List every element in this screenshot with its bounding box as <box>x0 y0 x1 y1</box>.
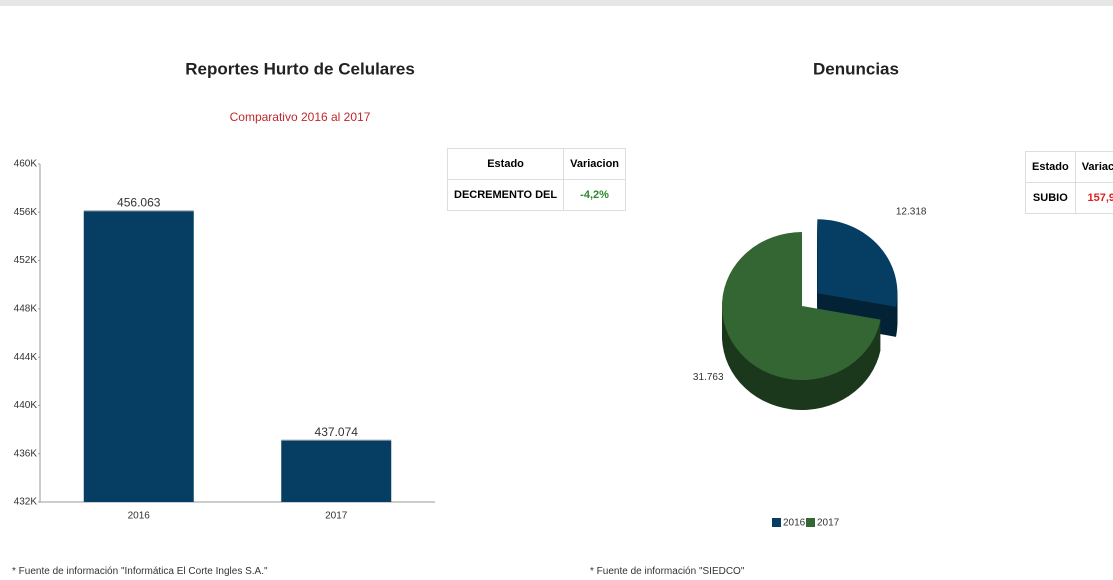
header: Estado <box>1025 151 1076 183</box>
chart-subtitle: Comparativo 2016 al 2017 <box>230 110 371 124</box>
cell: 157,9% <box>1074 182 1113 214</box>
cell: DECREMENTO DEL <box>446 179 565 211</box>
x-tick-label: 2016 <box>128 511 151 522</box>
legend-swatch <box>772 518 781 527</box>
y-tick-label: 432K <box>14 497 38 508</box>
legend-label: 2017 <box>817 518 840 529</box>
cell: -4,2% <box>563 179 627 211</box>
y-tick-label: 440K <box>14 400 38 411</box>
legend-swatch <box>806 518 815 527</box>
y-tick-label: 452K <box>14 255 38 266</box>
table: Estado Variacion DECREMENTO DEL -4,2% <box>446 148 627 211</box>
y-tick-label: 436K <box>14 448 38 459</box>
header: Estado <box>446 148 565 180</box>
header: Variación <box>1074 151 1113 183</box>
y-tick-label: 444K <box>14 352 38 363</box>
pie-slice <box>817 219 898 307</box>
pie-slice <box>722 232 881 380</box>
y-tick-label: 460K <box>14 159 38 170</box>
bar <box>281 440 392 502</box>
footnote: * Fuente de información "Informática El … <box>12 566 268 577</box>
x-tick-label: 2017 <box>325 511 348 522</box>
data-label: 437.074 <box>315 425 359 439</box>
charts: Reportes Hurto de Celulares Comparativo … <box>14 59 927 529</box>
header: Variacion <box>563 148 627 180</box>
data-label: 456.063 <box>117 196 161 210</box>
data-label: 31.763 <box>693 372 724 383</box>
data-label: 12.318 <box>896 207 927 218</box>
chart-title: Denuncias <box>813 59 899 78</box>
chart-title: Reportes Hurto de Celulares <box>185 59 415 78</box>
y-tick-label: 456K <box>14 207 38 218</box>
y-tick-label: 448K <box>14 303 38 314</box>
bar <box>83 211 194 502</box>
footnote: * Fuente de información "SIEDCO" <box>590 566 745 577</box>
legend-label: 2016 <box>783 518 806 529</box>
cell: SUBIO <box>1025 182 1076 214</box>
